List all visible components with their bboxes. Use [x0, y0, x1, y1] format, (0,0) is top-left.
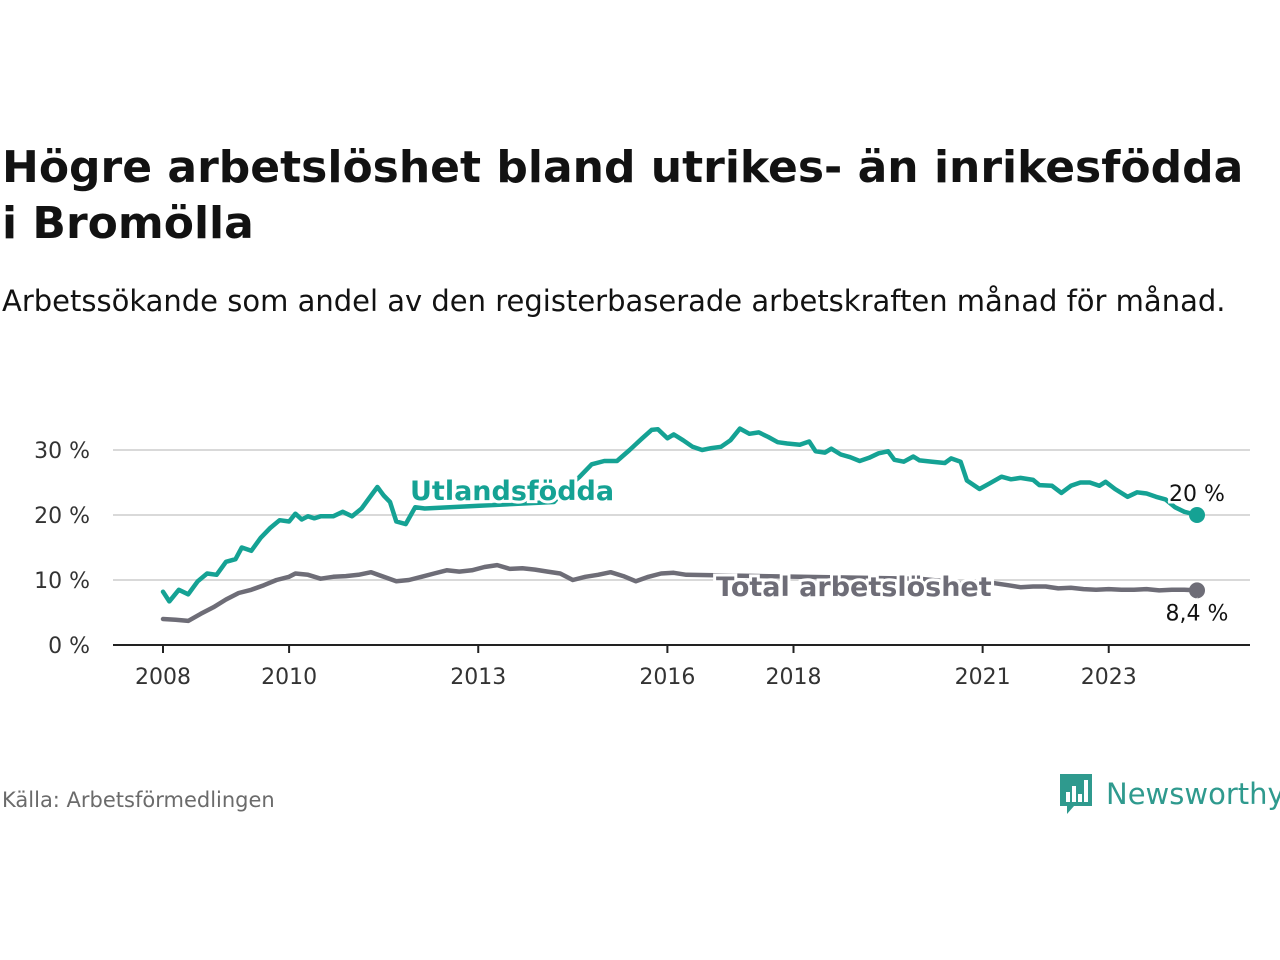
x-tick-label: 2021 — [955, 665, 1011, 690]
chart-title: Högre arbetslöshet bland utrikes- än inr… — [2, 142, 1244, 249]
series-end-point — [1189, 507, 1205, 523]
x-tick-label: 2010 — [261, 665, 317, 690]
series-label-utlandsfodda: Utlandsfödda — [410, 476, 614, 507]
x-tick-label: 2016 — [639, 665, 695, 690]
y-tick-label: 10 % — [34, 569, 90, 594]
y-tick-label: 30 % — [34, 439, 90, 464]
end-label-utlandsfodda: 20 % — [1169, 482, 1225, 507]
x-tick-label: 2018 — [765, 665, 821, 690]
chart-subtitle: Arbetssökande som andel av den registerb… — [2, 284, 1226, 318]
end-label-total: 8,4 % — [1166, 601, 1229, 626]
brand-name: Newsworthy — [1106, 777, 1280, 811]
line-chart: 0 % 10 % 20 % 30 % 2008 2010 2013 2016 2018 2021… — [34, 426, 1250, 690]
x-tick-label: 2013 — [450, 665, 506, 690]
newsworthy-brand[interactable]: Newsworthy — [1058, 772, 1280, 816]
y-tick-label: 20 % — [34, 504, 90, 529]
series-line-utlandsfodda — [160, 426, 1200, 604]
newsworthy-logo-icon — [1060, 774, 1092, 814]
x-tick-label: 2008 — [135, 665, 191, 690]
series-label-total: Total arbetslöshet — [716, 572, 992, 603]
series-line-total — [160, 562, 1200, 624]
source-note: Källa: Arbetsförmedlingen — [2, 788, 275, 812]
series-end-point — [1189, 582, 1205, 599]
y-tick-label: 0 % — [48, 634, 90, 659]
x-tick-label: 2023 — [1081, 665, 1137, 690]
